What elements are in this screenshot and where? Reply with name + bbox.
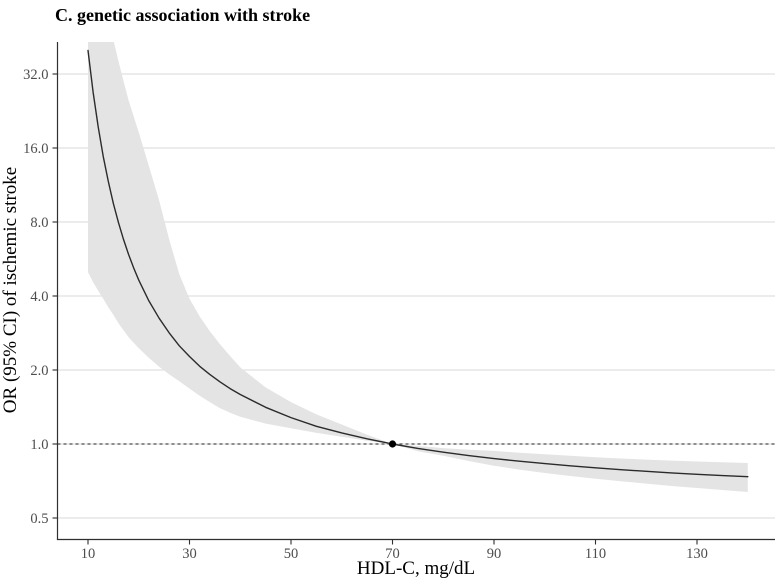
axes xyxy=(52,42,775,545)
x-axis-label: HDL-C, mg/dL xyxy=(357,558,475,579)
x-tick-label-90: 90 xyxy=(487,546,502,562)
y-tick-label-0.5: 0.5 xyxy=(30,511,48,527)
y-tick-label-8: 8.0 xyxy=(30,215,48,231)
ci-ribbon xyxy=(88,42,748,492)
y-tick-label-1: 1.0 xyxy=(30,437,48,453)
reference-point xyxy=(388,440,397,448)
or-curve xyxy=(87,49,749,478)
chart-title: C. genetic association with stroke xyxy=(55,5,310,25)
reference-line-layer xyxy=(57,440,775,448)
data-layer xyxy=(87,42,749,492)
x-tick-label-110: 110 xyxy=(585,546,606,562)
y-tick-label-2: 2.0 xyxy=(30,363,48,379)
x-tick-label-10: 10 xyxy=(81,546,96,562)
x-tick-label-50: 50 xyxy=(284,546,299,562)
tick-labels: 10 30 50 70 90 110 130 32.0 16.0 8.0 4.0 2.0 1.0 0.5 xyxy=(23,67,708,562)
y-tick-label-32: 32.0 xyxy=(23,67,48,83)
y-axis-label: OR (95% CI) of ischemic stroke xyxy=(0,167,21,413)
x-tick-label-70: 70 xyxy=(385,546,400,562)
y-tick-label-4: 4.0 xyxy=(30,289,48,305)
x-tick-label-30: 30 xyxy=(182,546,197,562)
x-tick-label-130: 130 xyxy=(686,546,708,562)
y-tick-label-16: 16.0 xyxy=(23,141,48,157)
